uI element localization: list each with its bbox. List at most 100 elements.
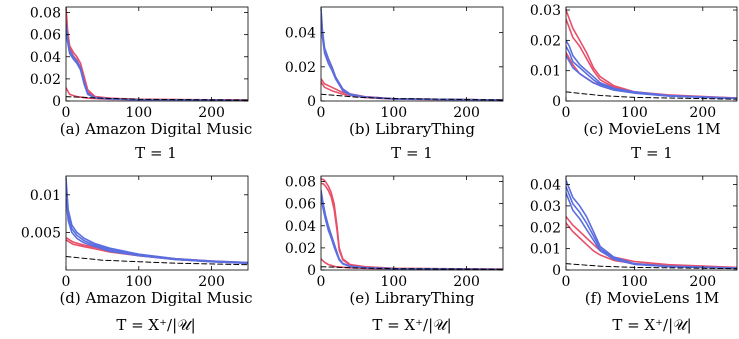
blue-line-4 (66, 186, 248, 265)
subplot-condition: T = 1 (631, 144, 673, 162)
subplot-caption: (d) Amazon Digital Music (59, 289, 252, 307)
subplot-condition: T = X⁺/|𝒰| (116, 316, 195, 334)
baseline-line-6 (66, 256, 248, 266)
red-line-2 (66, 11, 248, 101)
y-tick-label: 0.01 (530, 242, 561, 258)
subplot-condition: T = 1 (135, 144, 177, 162)
x-tick-label: 100 (125, 274, 152, 290)
subplot-1: 0 100 200 0 0.02 0.04 0.06 0.08 (a) Amazon Digit… (30, 6, 252, 162)
series-group (321, 178, 503, 270)
y-tick-label: 0.04 (30, 50, 61, 66)
red-line-1 (566, 215, 737, 269)
red-line-1 (66, 7, 248, 101)
subplot-condition: T = X⁺/|𝒰| (612, 316, 691, 334)
y-tick-label: 0.01 (530, 64, 561, 80)
y-tick-label: 0.08 (285, 175, 316, 191)
y-tick-label: 0.04 (285, 26, 316, 42)
series-group (566, 179, 737, 270)
blue-line-5 (66, 28, 248, 101)
x-tick-label: 0 (562, 274, 571, 290)
y-tick-label: 0.02 (530, 33, 561, 49)
x-tick-label: 200 (689, 274, 716, 290)
plot-frame (65, 6, 249, 102)
x-tick-label: 200 (198, 274, 225, 290)
subplot-condition: T = 1 (391, 144, 433, 162)
red-line-1 (321, 178, 503, 270)
y-tick-label: 0.02 (285, 241, 316, 257)
subplot-caption: (f) MovieLens 1M (585, 289, 719, 307)
red-line-1 (566, 9, 737, 99)
blue-line-5 (566, 45, 737, 100)
plot-frame (320, 175, 504, 271)
y-tick-label: 0.06 (30, 28, 61, 44)
y-tick-label: 0 (307, 263, 316, 279)
blue-line-4 (321, 189, 503, 270)
series-group (321, 7, 503, 101)
blue-line-6 (566, 54, 737, 100)
blue-line-3 (66, 177, 248, 264)
subplot-caption: (a) Amazon Digital Music (60, 120, 252, 138)
blue-line-5 (66, 194, 248, 265)
subplot-5: 0 100 200 0 0.02 0.04 0.06 0.08 (e) LibraryThing… (285, 175, 504, 334)
series-group (66, 7, 248, 101)
y-tick-label: 0.08 (30, 6, 61, 22)
x-tick-label: 100 (380, 274, 407, 290)
y-tick-label: 0.005 (21, 225, 61, 241)
series-group (66, 177, 248, 266)
x-tick-label: 200 (453, 274, 480, 290)
baseline-line-6 (321, 93, 503, 101)
plot-frame (65, 175, 249, 271)
x-tick-label: 100 (380, 105, 407, 121)
subplot-caption: (c) MovieLens 1M (583, 120, 720, 138)
y-tick-label: 0.01 (30, 188, 61, 204)
blue-line-4 (566, 39, 737, 100)
x-tick-label: 0 (62, 274, 71, 290)
y-tick-label: 0 (52, 94, 61, 110)
subplot-condition: T = X⁺/|𝒰| (372, 316, 451, 334)
y-tick-label: 0.03 (530, 3, 561, 19)
y-tick-label: 0.04 (530, 178, 561, 194)
y-tick-label: 0.02 (530, 220, 561, 236)
series-group (566, 9, 737, 100)
subplot-3: 0 100 200 0 0.01 0.02 0.03 (c) MovieLens 1M T = … (530, 3, 738, 162)
blue-line-4 (66, 22, 248, 101)
plot-frame (565, 6, 738, 102)
x-tick-label: 100 (621, 274, 648, 290)
blue-line-5 (566, 192, 737, 270)
x-tick-label: 0 (317, 274, 326, 290)
x-tick-label: 100 (621, 105, 648, 121)
y-tick-label: 0 (307, 94, 316, 110)
y-tick-label: 0.04 (285, 219, 316, 235)
blue-line-3 (566, 179, 737, 269)
x-tick-label: 100 (125, 105, 152, 121)
subplot-caption: (e) LibraryThing (349, 289, 475, 307)
y-tick-label: 0.06 (285, 197, 316, 213)
baseline-line-6 (66, 96, 248, 101)
red-line-2 (321, 182, 503, 270)
x-tick-label: 0 (317, 105, 326, 121)
blue-line-5 (321, 18, 503, 101)
plot-frame (320, 6, 504, 102)
red-line-3 (321, 81, 503, 101)
y-tick-label: 0 (552, 94, 561, 110)
baseline-line-6 (566, 263, 737, 270)
red-line-2 (566, 222, 737, 269)
red-line-1 (321, 11, 503, 101)
subplot-4: 0 100 200 0.005 0.01 (d) Amazon Digital Music… (21, 175, 253, 334)
x-tick-label: 0 (562, 105, 571, 121)
subplot-caption: (b) LibraryThing (349, 120, 475, 138)
x-tick-label: 200 (453, 105, 480, 121)
blue-line-5 (321, 196, 503, 270)
plot-frame (565, 175, 738, 271)
baseline-line-6 (321, 266, 503, 270)
y-tick-label: 0.03 (530, 199, 561, 215)
x-tick-label: 200 (198, 105, 225, 121)
x-tick-label: 0 (62, 105, 71, 121)
y-tick-label: 0.02 (285, 60, 316, 76)
blue-line-4 (321, 7, 503, 101)
y-tick-label: 0 (552, 263, 561, 279)
y-tick-label: 0.02 (30, 72, 61, 88)
x-tick-label: 200 (689, 105, 716, 121)
